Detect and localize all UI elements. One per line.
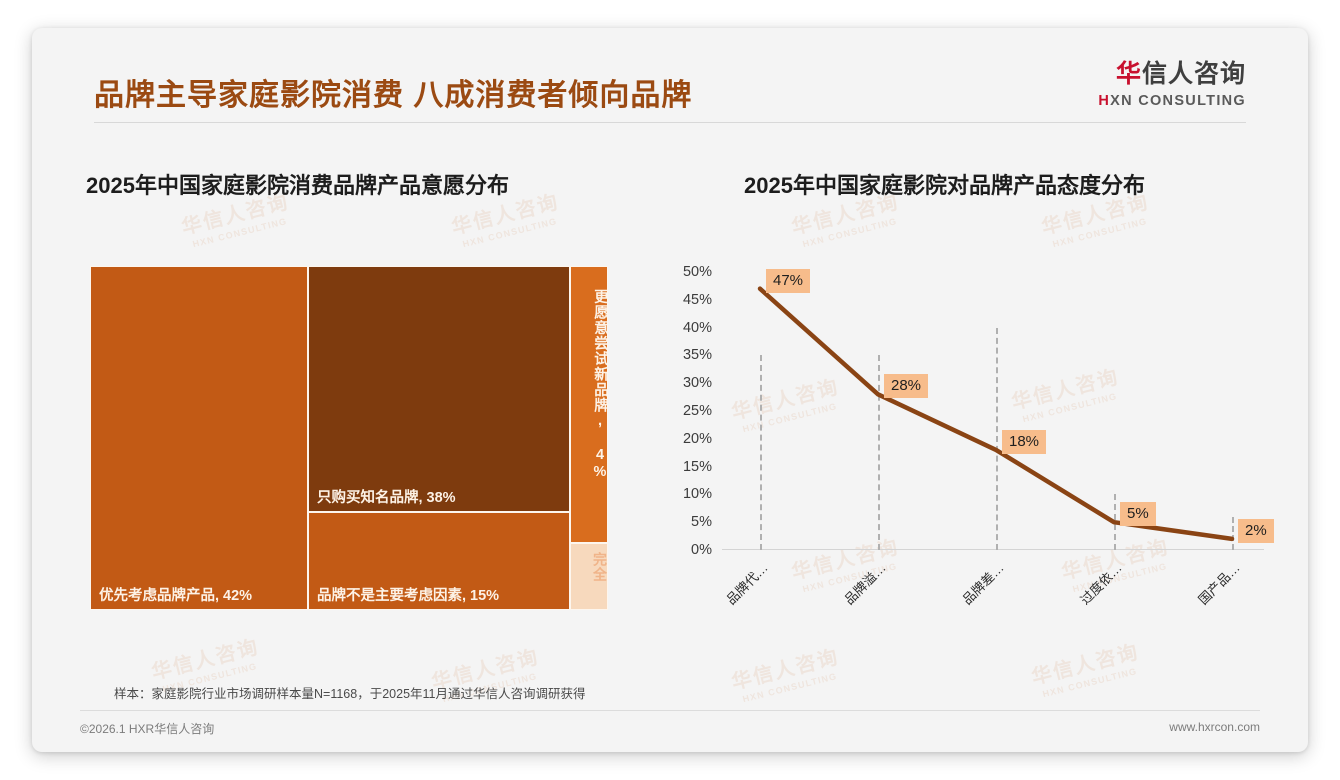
footer-copyright: ©2026.1 HXR华信人咨询 bbox=[80, 722, 215, 736]
logo-chinese-text: 华信人咨询 bbox=[1098, 62, 1246, 87]
x-axis-tick-label: 品牌代… bbox=[723, 560, 771, 608]
treemap-cell-label: 优先考虑品牌产品, 42% bbox=[99, 588, 253, 605]
x-axis-line bbox=[722, 549, 1264, 550]
left-chart-title: 2025年中国家庭影院消费品牌产品意愿分布 bbox=[86, 173, 509, 198]
logo-char-hua: 华 bbox=[1115, 60, 1142, 88]
y-axis-tick-label: 20% bbox=[682, 430, 712, 447]
data-point-label: 47% bbox=[766, 268, 811, 293]
page-title: 品牌主导家庭影院消费 八成消费者倾向品牌 bbox=[94, 79, 693, 112]
x-axis-tick-label: 品牌溢… bbox=[841, 560, 889, 608]
data-point-label: 5% bbox=[1120, 502, 1156, 527]
treemap-cell[interactable]: 品牌不是主要考虑因素, 15% bbox=[308, 512, 570, 610]
header-divider bbox=[94, 122, 1246, 123]
treemap-cell-label: 更愿意尝试新品牌, 4% bbox=[592, 289, 608, 481]
footnote-text: 样本：家庭影院行业市场调研样本量N=1168，于2025年11月通过华信人咨询调… bbox=[114, 687, 586, 701]
data-point-label: 2% bbox=[1238, 518, 1274, 543]
vertical-gridline bbox=[996, 327, 998, 550]
y-axis-tick-label: 45% bbox=[682, 291, 712, 308]
right-chart-title: 2025年中国家庭影院对品牌产品态度分布 bbox=[744, 173, 1145, 198]
logo-en-lead: H bbox=[1098, 93, 1111, 109]
line-chart-plot-area: 47% 28% 18% 5% 2% bbox=[722, 268, 1274, 550]
treemap-cell[interactable]: 完全 bbox=[570, 543, 608, 610]
y-axis-tick-label: 25% bbox=[682, 403, 712, 419]
y-axis-tick-label: 0% bbox=[691, 542, 712, 558]
x-axis-tick-label: 品牌差… bbox=[959, 560, 1007, 608]
logo-chars-rest: 信人咨询 bbox=[1141, 60, 1246, 88]
treemap-cell[interactable]: 更愿意尝试新品牌, 4% bbox=[570, 266, 608, 543]
line-series-path bbox=[757, 286, 1235, 542]
vertical-gridline bbox=[878, 355, 880, 550]
treemap-cell[interactable]: 优先考虑品牌产品, 42% bbox=[90, 266, 308, 610]
treemap-cell-label: 只购买知名品牌, 38% bbox=[317, 490, 456, 507]
treemap-chart: 优先考虑品牌产品, 42% 只购买知名品牌, 38% 品牌不是主要考虑因素, 15%… bbox=[90, 266, 608, 610]
line-chart: 47% 28% 18% 5% 2% 50% 45% 40% 35% 30% 25% 20% 15% 10… bbox=[660, 264, 1274, 610]
y-axis-tick-label: 30% bbox=[682, 375, 712, 392]
slide-canvas: 华信人咨询 HXN CONSULTING 华信人咨询 HXN CONSULTING 华信… bbox=[32, 28, 1308, 752]
brand-logo: 华信人咨询 HXN CONSULTING bbox=[1098, 62, 1246, 109]
y-axis-tick-label: 5% bbox=[691, 514, 712, 531]
x-axis-tick-label: 过度依… bbox=[1077, 560, 1125, 608]
vertical-gridline bbox=[760, 355, 762, 550]
treemap-cell[interactable]: 只购买知名品牌, 38% bbox=[308, 266, 570, 512]
vertical-gridline bbox=[1232, 516, 1234, 550]
data-point-label: 28% bbox=[884, 374, 929, 399]
y-axis-tick-label: 35% bbox=[682, 347, 712, 364]
y-axis-tick-label: 15% bbox=[682, 458, 712, 475]
logo-english-text: HXN CONSULTING bbox=[1098, 94, 1246, 109]
footer-website: www.hxrcon.com bbox=[1169, 720, 1260, 734]
treemap-cell-label: 完全 bbox=[592, 552, 608, 582]
y-axis-tick-label: 10% bbox=[682, 486, 712, 503]
data-point-label: 18% bbox=[1002, 429, 1047, 454]
x-axis-tick-label: 国产品… bbox=[1195, 560, 1243, 608]
treemap-cell-label: 品牌不是主要考虑因素, 15% bbox=[317, 588, 500, 605]
y-axis-tick-label: 50% bbox=[682, 264, 712, 280]
footer-divider bbox=[80, 710, 1260, 711]
y-axis-tick-label: 40% bbox=[682, 319, 712, 336]
logo-en-rest: XN CONSULTING bbox=[1110, 93, 1246, 109]
